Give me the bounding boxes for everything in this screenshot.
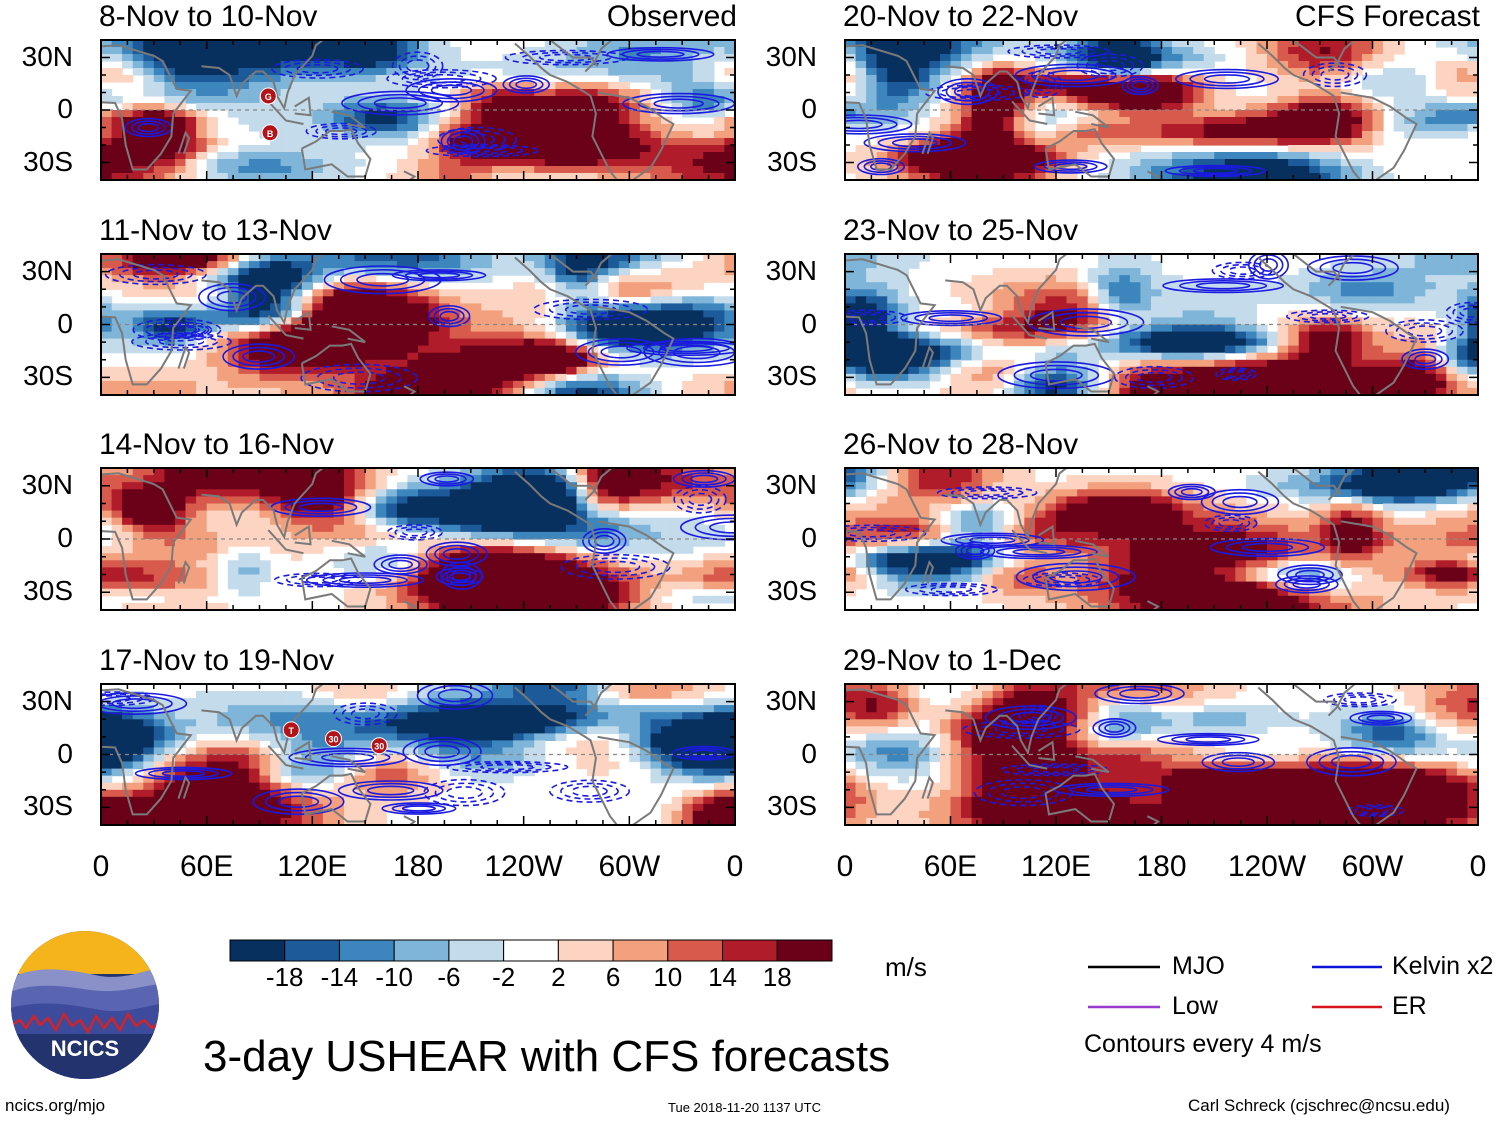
storm-label: 30: [328, 735, 338, 745]
panel-title: 8-Nov to 10-Nov: [99, 0, 318, 33]
lat-tick-label: 30S: [23, 360, 73, 392]
panel-title: 11-Nov to 13-Nov: [99, 214, 332, 247]
lat-tick-label: 30S: [767, 575, 817, 607]
lat-tick-label: 30N: [21, 254, 73, 286]
lat-tick-label: 0: [801, 307, 817, 339]
map-panel-5: [844, 39, 1479, 181]
lat-tick-label: 0: [57, 307, 73, 339]
panel-title: 20-Nov to 22-Nov: [843, 0, 1079, 33]
lat-tick-label: 0: [57, 93, 73, 124]
lon-tick-label: 120W: [1227, 850, 1307, 883]
map-panel-3: [100, 467, 736, 611]
map-panel-6: [844, 253, 1479, 396]
lat-tick-label: 30S: [23, 145, 73, 177]
legend-label-er: ER: [1392, 992, 1427, 1020]
colorbar: [229, 939, 833, 962]
colorbar-swatch: [667, 939, 724, 962]
colorbar-swatch: [229, 939, 286, 962]
lon-tick-label: 60E: [923, 850, 978, 883]
lon-tick-label: 0: [836, 850, 854, 883]
lon-tick-label: 180: [1136, 850, 1187, 883]
main-title: 3-day USHEAR with CFS forecasts: [203, 1032, 891, 1081]
panel-source-tag: CFS Forecast: [1294, 0, 1480, 33]
lat-tick-label: 30S: [23, 575, 73, 607]
lat-tick-label: 30N: [765, 40, 817, 72]
colorbar-tick-label: -14: [320, 962, 359, 992]
storm-label: G: [265, 92, 272, 102]
panel-title: 14-Nov to 16-Nov: [99, 428, 335, 461]
lat-tick-label: 30N: [21, 40, 73, 72]
ncics-logo: NCICS: [10, 930, 160, 1080]
lon-tick-label: 60W: [1341, 850, 1404, 883]
lat-tick-label: 30N: [765, 684, 817, 716]
storm-label: 30: [374, 742, 384, 752]
colorbar-swatch: [284, 939, 340, 962]
panel-title: 17-Nov to 19-Nov: [99, 644, 335, 677]
lon-tick-label: 120E: [277, 850, 348, 883]
colorbar-tick-label: -10: [375, 962, 413, 992]
storm-label: T: [288, 726, 294, 736]
logo-text: NCICS: [51, 1036, 119, 1061]
site-url: ncics.org/mjo: [5, 1096, 106, 1115]
lat-tick-label: 30N: [765, 254, 817, 286]
legend-label-mjo: MJO: [1172, 952, 1225, 980]
panel-source-tag: Observed: [606, 0, 737, 33]
colorbar-tick-label: 6: [605, 962, 621, 992]
colorbar-swatch: [776, 939, 833, 962]
lat-tick-label: 30S: [767, 790, 817, 822]
panel-title: 26-Nov to 28-Nov: [843, 428, 1079, 461]
legend-label-low: Low: [1172, 992, 1218, 1020]
lat-tick-label: 30N: [21, 468, 73, 500]
map-panel-4: T 30 30: [100, 683, 736, 826]
lat-tick-label: 30S: [767, 145, 817, 177]
map-panel-7: [844, 467, 1479, 611]
colorbar-tick-label: 10: [653, 962, 683, 992]
colorbar-tick-label: -6: [437, 962, 461, 992]
colorbar-tick-label: -2: [492, 962, 516, 992]
legend-label-kelvin: Kelvin x2: [1392, 952, 1494, 980]
panel-title: 29-Nov to 1-Dec: [843, 644, 1062, 677]
author: Carl Schreck (cjschrec@ncsu.edu): [1188, 1096, 1450, 1115]
lon-tick-label: 0: [92, 850, 110, 883]
colorbar-tick-label: 18: [762, 962, 792, 992]
lat-tick-label: 0: [801, 737, 817, 769]
colorbar-swatch: [393, 939, 450, 962]
lat-tick-label: 0: [801, 522, 817, 553]
map-panel-8: [844, 683, 1479, 826]
storm-label: B: [267, 129, 274, 139]
lat-tick-label: 0: [57, 737, 73, 769]
colorbar-swatch: [448, 939, 505, 962]
colorbar-swatch: [722, 939, 778, 962]
timestamp: Tue 2018-11-20 1137 UTC: [668, 1100, 821, 1115]
lat-tick-label: 0: [801, 93, 817, 124]
colorbar-swatch: [612, 939, 669, 962]
lat-tick-label: 30S: [767, 360, 817, 392]
colorbar-swatch: [557, 939, 614, 962]
map-panel-1: GB: [100, 39, 736, 181]
lon-tick-label: 120W: [484, 850, 563, 883]
colorbar-tick-label: 2: [551, 962, 566, 992]
lat-tick-label: 0: [57, 522, 73, 553]
colorbar-tick-label: -18: [265, 962, 304, 992]
lat-tick-label: 30N: [765, 468, 817, 500]
lon-tick-label: 0: [726, 850, 744, 883]
lon-tick-label: 120E: [1020, 850, 1092, 883]
map-panel-2: [100, 253, 736, 396]
lon-tick-label: 180: [392, 850, 444, 883]
colorbar-tick-label: 14: [708, 962, 737, 992]
colorbar-swatch: [338, 939, 395, 962]
lon-tick-label: 60E: [179, 850, 234, 883]
colorbar-swatch: [503, 939, 559, 962]
panel-title: 23-Nov to 25-Nov: [843, 214, 1079, 247]
lat-tick-label: 30S: [23, 790, 73, 822]
colorbar-units: m/s: [885, 952, 927, 982]
lat-tick-label: 30N: [21, 684, 73, 716]
lon-tick-label: 0: [1469, 850, 1487, 883]
contour-note: Contours every 4 m/s: [1084, 1030, 1322, 1058]
lon-tick-label: 60W: [598, 850, 661, 883]
